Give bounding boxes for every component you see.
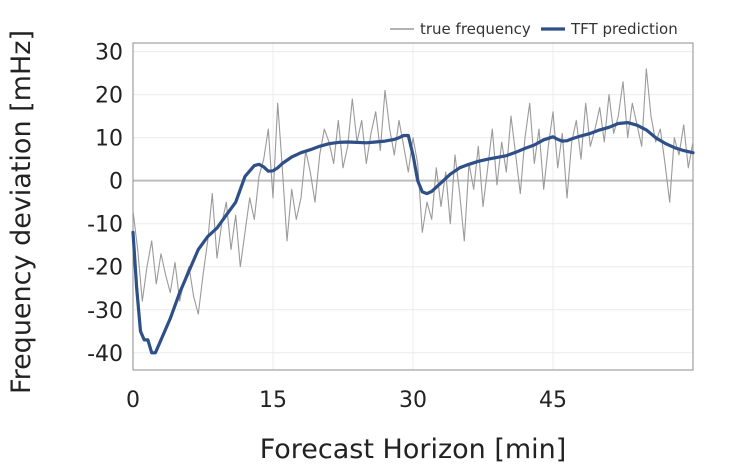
y-tick-label: -30 — [87, 299, 123, 324]
y-axis-title: Frequency deviation [mHz] — [6, 30, 37, 394]
tft-prediction-line — [131, 121, 695, 355]
x-tick-label: 30 — [399, 388, 427, 413]
y-tick-label: 30 — [95, 41, 123, 66]
legend-label-true-frequency: true frequency — [420, 20, 531, 38]
x-tick-label: 0 — [126, 388, 140, 413]
y-tick-label: -10 — [87, 213, 123, 238]
y-tick-label: -20 — [87, 256, 123, 281]
legend-label-tft-prediction: TFT prediction — [570, 20, 678, 38]
x-tick-label: 45 — [539, 388, 567, 413]
true-frequency-line — [132, 68, 694, 315]
y-tick-label: 10 — [95, 127, 123, 152]
grid-lines — [132, 43, 693, 370]
series-layer — [131, 68, 695, 355]
x-axis-title: Forecast Horizon [min] — [260, 434, 567, 465]
legend: true frequency TFT prediction — [390, 20, 678, 38]
y-tick-label: -40 — [87, 342, 123, 367]
plot-area-frame — [132, 42, 694, 371]
y-tick-labels: 30 20 10 0 -10 -20 -30 -40 — [87, 41, 123, 367]
y-tick-label: 0 — [109, 170, 123, 195]
x-tick-labels: 0 15 30 45 — [126, 388, 567, 413]
x-tick-label: 15 — [259, 388, 287, 413]
y-tick-label: 20 — [95, 84, 123, 109]
